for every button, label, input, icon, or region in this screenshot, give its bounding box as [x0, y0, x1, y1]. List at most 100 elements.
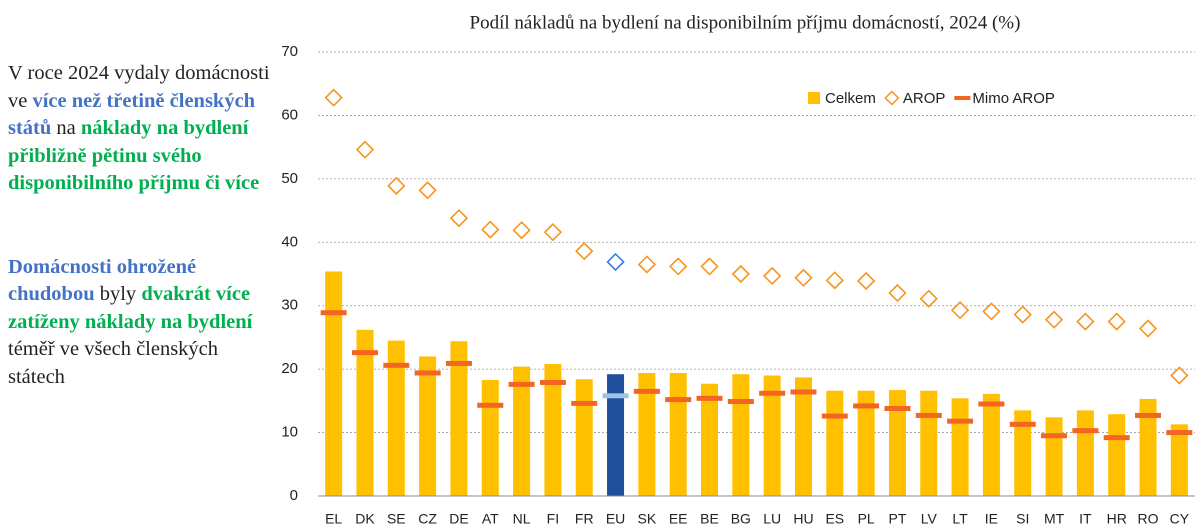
- x-tick-label: SK: [638, 511, 657, 527]
- mimo-arop-marker: [477, 402, 504, 408]
- legend-swatch: [954, 96, 971, 100]
- bar: [794, 377, 812, 496]
- bar: [607, 374, 625, 496]
- mimo-arop-marker: [571, 400, 598, 406]
- bar: [513, 366, 531, 496]
- x-tick-label: DK: [355, 511, 375, 527]
- mimo-arop-marker: [414, 370, 441, 376]
- x-tick-label: LU: [763, 511, 781, 527]
- arop-marker: [637, 255, 657, 274]
- x-tick-label: AT: [482, 511, 499, 527]
- arop-marker: [794, 268, 813, 287]
- bar: [544, 364, 562, 496]
- x-tick-label: HU: [793, 511, 813, 527]
- mimo-arop-marker: [633, 388, 660, 394]
- bar: [325, 271, 343, 496]
- y-tick-label: 70: [281, 43, 298, 60]
- bar: [481, 379, 499, 496]
- mimo-arop-marker: [320, 310, 347, 316]
- arop-marker: [669, 257, 688, 276]
- mimo-arop-marker: [696, 395, 723, 401]
- mimo-arop-marker: [1135, 412, 1162, 418]
- bar: [951, 398, 969, 496]
- bar: [857, 390, 875, 496]
- bar: [1076, 410, 1094, 496]
- text-span: byly: [94, 283, 142, 305]
- x-tick-label: FR: [575, 511, 594, 527]
- arop-marker: [606, 252, 625, 272]
- x-tick-label: CY: [1170, 511, 1190, 527]
- text-span: dvakrát více zatíženy náklady na bydlení: [8, 283, 253, 333]
- arop-marker: [731, 264, 750, 284]
- bar: [1108, 414, 1126, 496]
- x-tick-label: EL: [325, 511, 342, 527]
- arop-marker: [1107, 312, 1126, 331]
- x-tick-label: LT: [952, 511, 968, 527]
- x-tick-label: PT: [889, 511, 907, 527]
- bar: [1139, 398, 1157, 496]
- bar: [669, 372, 687, 496]
- x-tick-label: IT: [1079, 511, 1092, 527]
- arop-marker: [418, 181, 437, 200]
- mimo-arop-marker: [445, 360, 472, 366]
- mimo-arop-marker: [1166, 430, 1193, 436]
- arop-marker: [543, 223, 563, 242]
- bar: [638, 372, 656, 496]
- mimo-arop-marker: [1103, 435, 1130, 441]
- arop-marker: [512, 221, 531, 240]
- mimo-arop-marker: [790, 389, 817, 395]
- arop-marker: [1013, 305, 1032, 324]
- y-tick-label: 20: [281, 360, 298, 377]
- x-tick-label: RO: [1138, 511, 1159, 527]
- arop-marker: [1138, 319, 1158, 338]
- legend-label: AROP: [903, 90, 946, 107]
- mimo-arop-marker: [1072, 428, 1099, 434]
- bar: [888, 390, 906, 496]
- mimo-arop-marker: [821, 413, 848, 419]
- arop-marker: [825, 271, 844, 290]
- paragraph: V roce 2024 vydaly domácnosti ve více ne…: [8, 60, 270, 198]
- y-tick-label: 30: [281, 297, 298, 314]
- legend-swatch: [808, 92, 820, 104]
- bar: [732, 374, 750, 496]
- mimo-arop-marker: [602, 393, 629, 399]
- mimo-arop-marker: [978, 401, 1005, 407]
- bar: [1170, 424, 1188, 496]
- bar: [826, 390, 844, 496]
- bar: [1014, 410, 1032, 496]
- mimo-arop-marker: [1041, 433, 1068, 439]
- arop-marker: [919, 289, 938, 308]
- bar: [419, 356, 437, 496]
- mimo-arop-marker: [351, 350, 378, 356]
- legend-label: Celkem: [825, 90, 876, 107]
- bar: [982, 393, 1000, 496]
- x-tick-label: LV: [921, 511, 938, 527]
- arop-marker: [575, 242, 594, 261]
- arop-marker: [700, 257, 719, 276]
- chart-title: Podíl nákladů na bydlení na disponibilní…: [470, 12, 1021, 33]
- bar: [387, 340, 405, 496]
- x-tick-label: ES: [825, 511, 844, 527]
- y-tick-label: 10: [281, 424, 298, 441]
- text-span: více než třetině členských států: [8, 89, 256, 140]
- x-tick-label: DE: [449, 511, 468, 527]
- mimo-arop-marker: [947, 418, 974, 424]
- mimo-arop-marker: [539, 379, 566, 385]
- x-tick-label: BG: [731, 511, 751, 527]
- arop-marker: [387, 176, 406, 195]
- arop-marker: [1170, 366, 1189, 385]
- mimo-arop-marker: [383, 362, 410, 368]
- arop-marker: [763, 266, 782, 286]
- bar: [920, 390, 938, 496]
- bar: [356, 329, 374, 496]
- x-tick-label: CZ: [418, 511, 437, 527]
- bar: [575, 379, 593, 496]
- mimo-arop-marker: [665, 397, 692, 403]
- bar: [701, 383, 719, 496]
- legend-swatch: [884, 90, 900, 106]
- sidebar: V roce 2024 vydaly domácnosti ve více ne…: [8, 60, 270, 447]
- mimo-arop-marker: [915, 412, 942, 418]
- x-tick-label: SI: [1016, 511, 1029, 527]
